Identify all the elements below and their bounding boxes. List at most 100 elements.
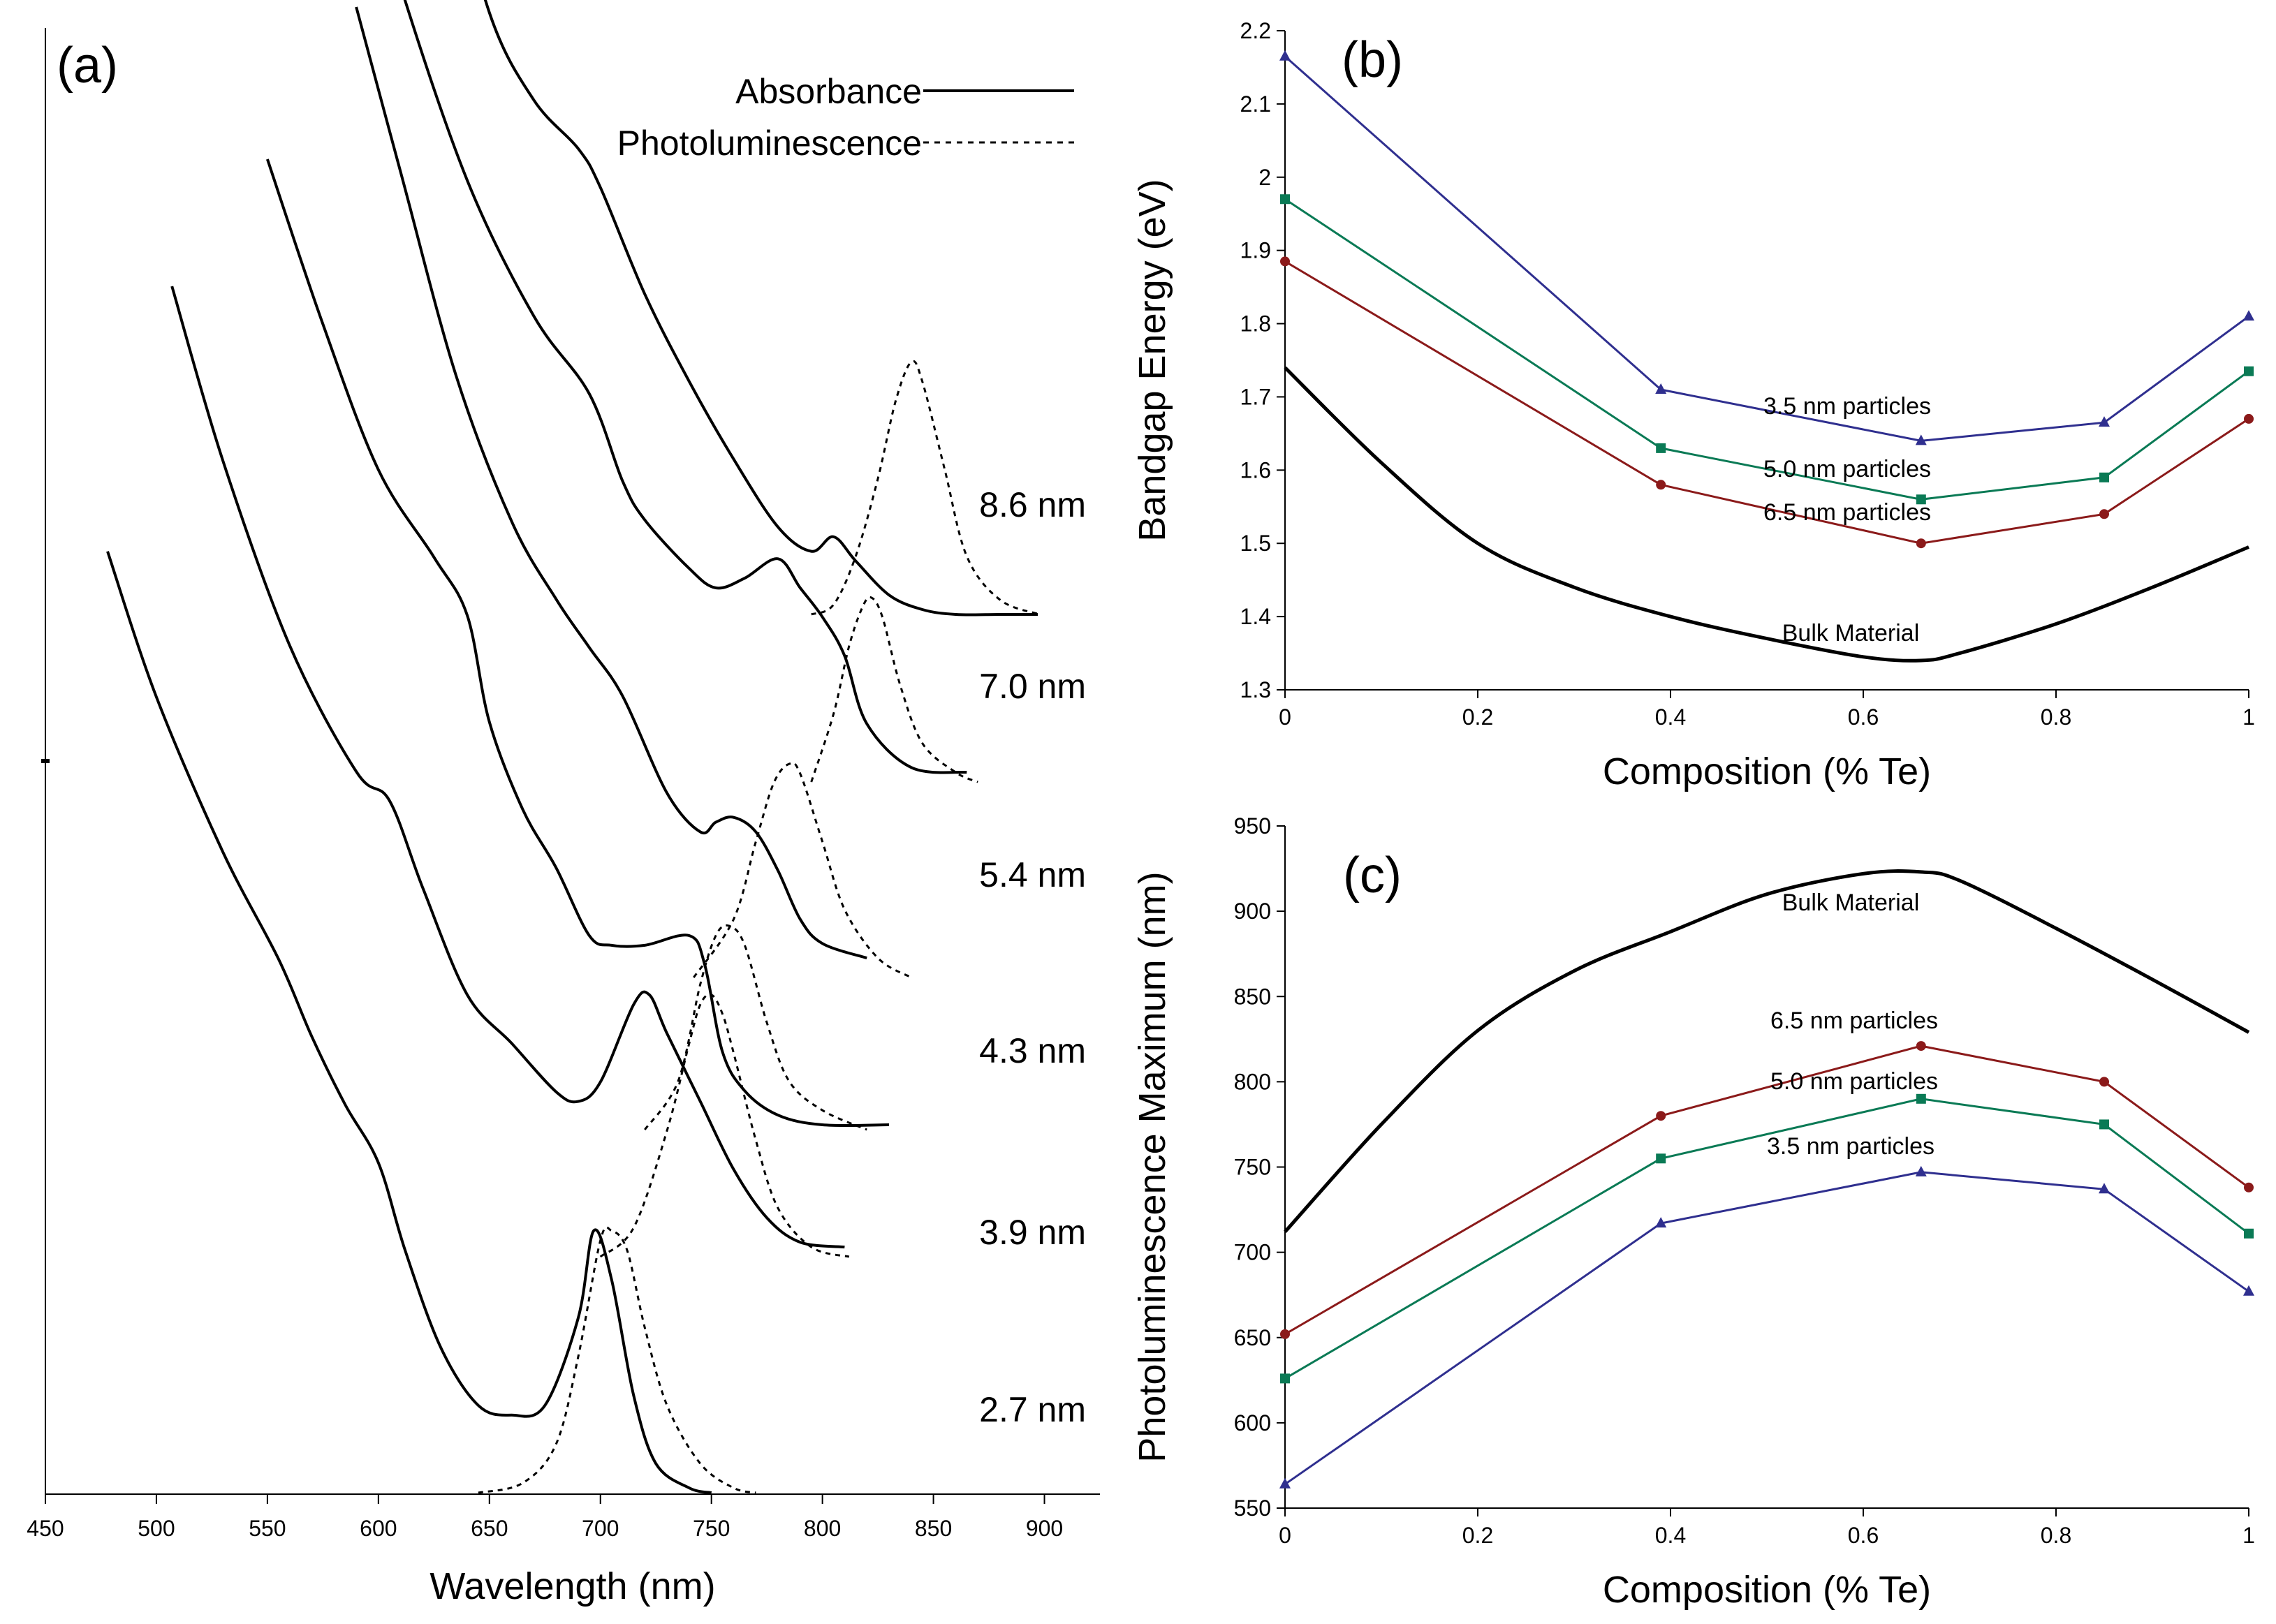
- x-tick-label: 1: [2242, 1523, 2255, 1548]
- pl-curve-8-6-nm: [811, 360, 1041, 616]
- data-point-5-0-nm-particles: [1916, 494, 1926, 505]
- data-point-3-5-nm-particles: [2243, 310, 2254, 321]
- data-point-3-5-nm-particles: [1915, 434, 1927, 445]
- x-tick-label: 650: [471, 1516, 508, 1541]
- data-point-5-0-nm-particles: [2244, 1228, 2254, 1239]
- size-label-8-6-nm: 8.6 nm: [979, 485, 1086, 524]
- y-axis-title: Photoluminescence Maximum (nm): [1131, 871, 1173, 1462]
- x-tick-label: 0: [1279, 1523, 1291, 1548]
- data-point-3-5-nm-particles: [1655, 383, 1667, 394]
- data-point-6-5-nm-particles: [2244, 413, 2254, 424]
- size-label-5-4-nm: 5.4 nm: [979, 855, 1086, 894]
- pl-curve-3-9-nm: [599, 993, 850, 1258]
- y-tick-label: 2.1: [1240, 91, 1271, 117]
- data-point-3-5-nm-particles: [2243, 1285, 2254, 1296]
- curve-label-3-5-nm-particles: 3.5 nm particles: [1767, 1133, 1934, 1160]
- x-tick-label: 0.6: [1848, 704, 1879, 730]
- absorbance-curve-8-6-nm: [483, 0, 1038, 617]
- x-tick-label: 700: [582, 1516, 619, 1541]
- y-axis-title: Bandgap Energy (eV): [1131, 179, 1173, 541]
- series-line-3-5-nm-particles: [1284, 55, 2249, 442]
- data-point-6-5-nm-particles: [1916, 1041, 1926, 1051]
- data-point-6-5-nm-particles: [1656, 480, 1666, 490]
- data-point-6-5-nm-particles: [2099, 1077, 2109, 1087]
- y-tick-label: 1.4: [1240, 604, 1271, 629]
- legend-absorbance-label: Absorbance: [735, 72, 922, 111]
- data-point-3-5-nm-particles: [1279, 1477, 1291, 1489]
- x-tick-label: 0.8: [2041, 1523, 2071, 1548]
- y-tick-label: 550: [1234, 1496, 1271, 1521]
- y-tick-label: 1.9: [1240, 238, 1271, 263]
- x-tick-label: 0.2: [1462, 1523, 1493, 1548]
- curve-label-5-0-nm-particles: 5.0 nm particles: [1763, 456, 1931, 482]
- pl-curve-2-7-nm: [478, 1226, 756, 1494]
- y-tick-label: 900: [1234, 899, 1271, 924]
- data-point-3-5-nm-particles: [2099, 1183, 2110, 1194]
- curve-label-6-5-nm-particles: 6.5 nm particles: [1763, 499, 1931, 526]
- panel-b-bandgap: 1.3 1.4 1.5 1.6 1.7 1.8 1.9 2 2.1 2.2 0 0.2 0.4 0.6 0.…: [1131, 18, 2255, 792]
- absorbance-curve-4-3-nm: [266, 158, 890, 1128]
- data-point-5-0-nm-particles: [2099, 1119, 2109, 1130]
- y-tick-label: 1.5: [1240, 531, 1271, 556]
- data-point-5-0-nm-particles: [1916, 1093, 1926, 1104]
- x-tick-label: 600: [360, 1516, 397, 1541]
- y-tick-label: 800: [1234, 1069, 1271, 1094]
- size-label-2-7-nm: 2.7 nm: [979, 1390, 1086, 1429]
- panel-label: (b): [1342, 32, 1403, 88]
- data-point-5-0-nm-particles: [1280, 194, 1290, 205]
- absorbance-curve-7-0-nm: [403, 0, 967, 774]
- data-point-3-5-nm-particles: [1655, 1217, 1667, 1228]
- x-axis-title: Composition (% Te): [1603, 751, 1931, 792]
- y-tick-label: 2: [1258, 165, 1271, 190]
- data-point-6-5-nm-particles: [1280, 256, 1290, 267]
- panel-c-pl-maximum: 550 600 650 700 750 800 850 900 950 0 0.2 0.4 0.6 0.8…: [1131, 813, 2255, 1611]
- data-point-6-5-nm-particles: [1280, 1329, 1290, 1339]
- y-axis-marker: [41, 759, 50, 763]
- data-point-3-5-nm-particles: [2099, 416, 2110, 427]
- series-line-5-0-nm-particles: [1284, 198, 2249, 501]
- x-tick-label: 0.8: [2041, 704, 2071, 730]
- x-axis-title: Wavelength (nm): [429, 1565, 715, 1607]
- x-tick-label: 0.6: [1848, 1523, 1879, 1548]
- pl-curve-7-0-nm: [810, 596, 978, 783]
- absorbance-curve-5-4-nm: [355, 6, 867, 960]
- data-point-3-5-nm-particles: [1915, 1165, 1927, 1176]
- legend-pl-label: Photoluminescence: [617, 124, 922, 163]
- curve-label-5-0-nm-particles: 5.0 nm particles: [1770, 1068, 1938, 1095]
- pl-curve-5-4-nm: [693, 762, 912, 979]
- series-line-3-5-nm-particles: [1284, 1171, 2249, 1486]
- data-point-5-0-nm-particles: [2244, 366, 2254, 376]
- pl-curve-4-3-nm: [644, 924, 867, 1131]
- curve-label-bulk-material: Bulk Material: [1782, 620, 1920, 647]
- data-point-5-0-nm-particles: [1280, 1373, 1290, 1384]
- x-tick-label: 0.2: [1462, 704, 1493, 730]
- series-line-bulk-material: [1284, 366, 2249, 663]
- x-tick-label: 0: [1279, 704, 1291, 730]
- x-tick-label: 800: [804, 1516, 841, 1541]
- size-label-4-3-nm: 4.3 nm: [979, 1031, 1086, 1070]
- curve-label-6-5-nm-particles: 6.5 nm particles: [1770, 1007, 1938, 1034]
- y-tick-label: 1.8: [1240, 311, 1271, 337]
- y-tick-label: 700: [1234, 1240, 1271, 1265]
- x-tick-label: 450: [27, 1516, 64, 1541]
- x-tick-label: 0.4: [1655, 704, 1686, 730]
- curve-label-bulk-material: Bulk Material: [1782, 889, 1920, 916]
- size-label-3-9-nm: 3.9 nm: [979, 1213, 1086, 1252]
- data-point-5-0-nm-particles: [2099, 472, 2109, 482]
- data-point-6-5-nm-particles: [2099, 509, 2109, 519]
- y-tick-label: 1.6: [1240, 457, 1271, 482]
- series-line-bulk-material: [1284, 869, 2250, 1233]
- data-point-6-5-nm-particles: [1656, 1111, 1666, 1121]
- y-tick-label: 1.7: [1240, 384, 1271, 409]
- x-tick-label: 550: [249, 1516, 286, 1541]
- y-tick-label: 950: [1234, 813, 1271, 839]
- x-tick-label: 1: [2242, 704, 2255, 730]
- panel-a-absorbance-pl: 450 500 550 600 650 700 750 800 850 900 Wavelength…: [27, 0, 1100, 1607]
- size-label-7-0-nm: 7.0 nm: [979, 667, 1086, 706]
- data-point-5-0-nm-particles: [1656, 1153, 1666, 1164]
- x-axis-title: Composition (% Te): [1603, 1569, 1931, 1611]
- y-tick-label: 650: [1234, 1325, 1271, 1350]
- data-point-6-5-nm-particles: [2244, 1182, 2254, 1193]
- y-tick-label: 750: [1234, 1155, 1271, 1180]
